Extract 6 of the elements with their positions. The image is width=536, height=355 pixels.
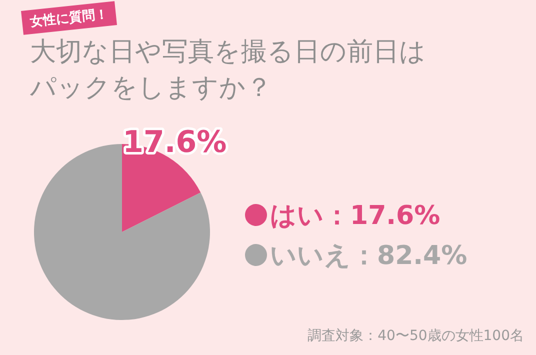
text: 女性に質問！	[21, 1, 117, 35]
data-label: 17.6%	[122, 125, 227, 160]
legend-label: いいえ：82.4%	[270, 240, 468, 273]
legend-label: はい：17.6%	[270, 200, 440, 233]
chart-title: 大切な日や写真を撮る日の前日はパックをしますか？	[30, 36, 427, 105]
text: 調査対象：40〜50歳の女性100名	[308, 327, 524, 345]
